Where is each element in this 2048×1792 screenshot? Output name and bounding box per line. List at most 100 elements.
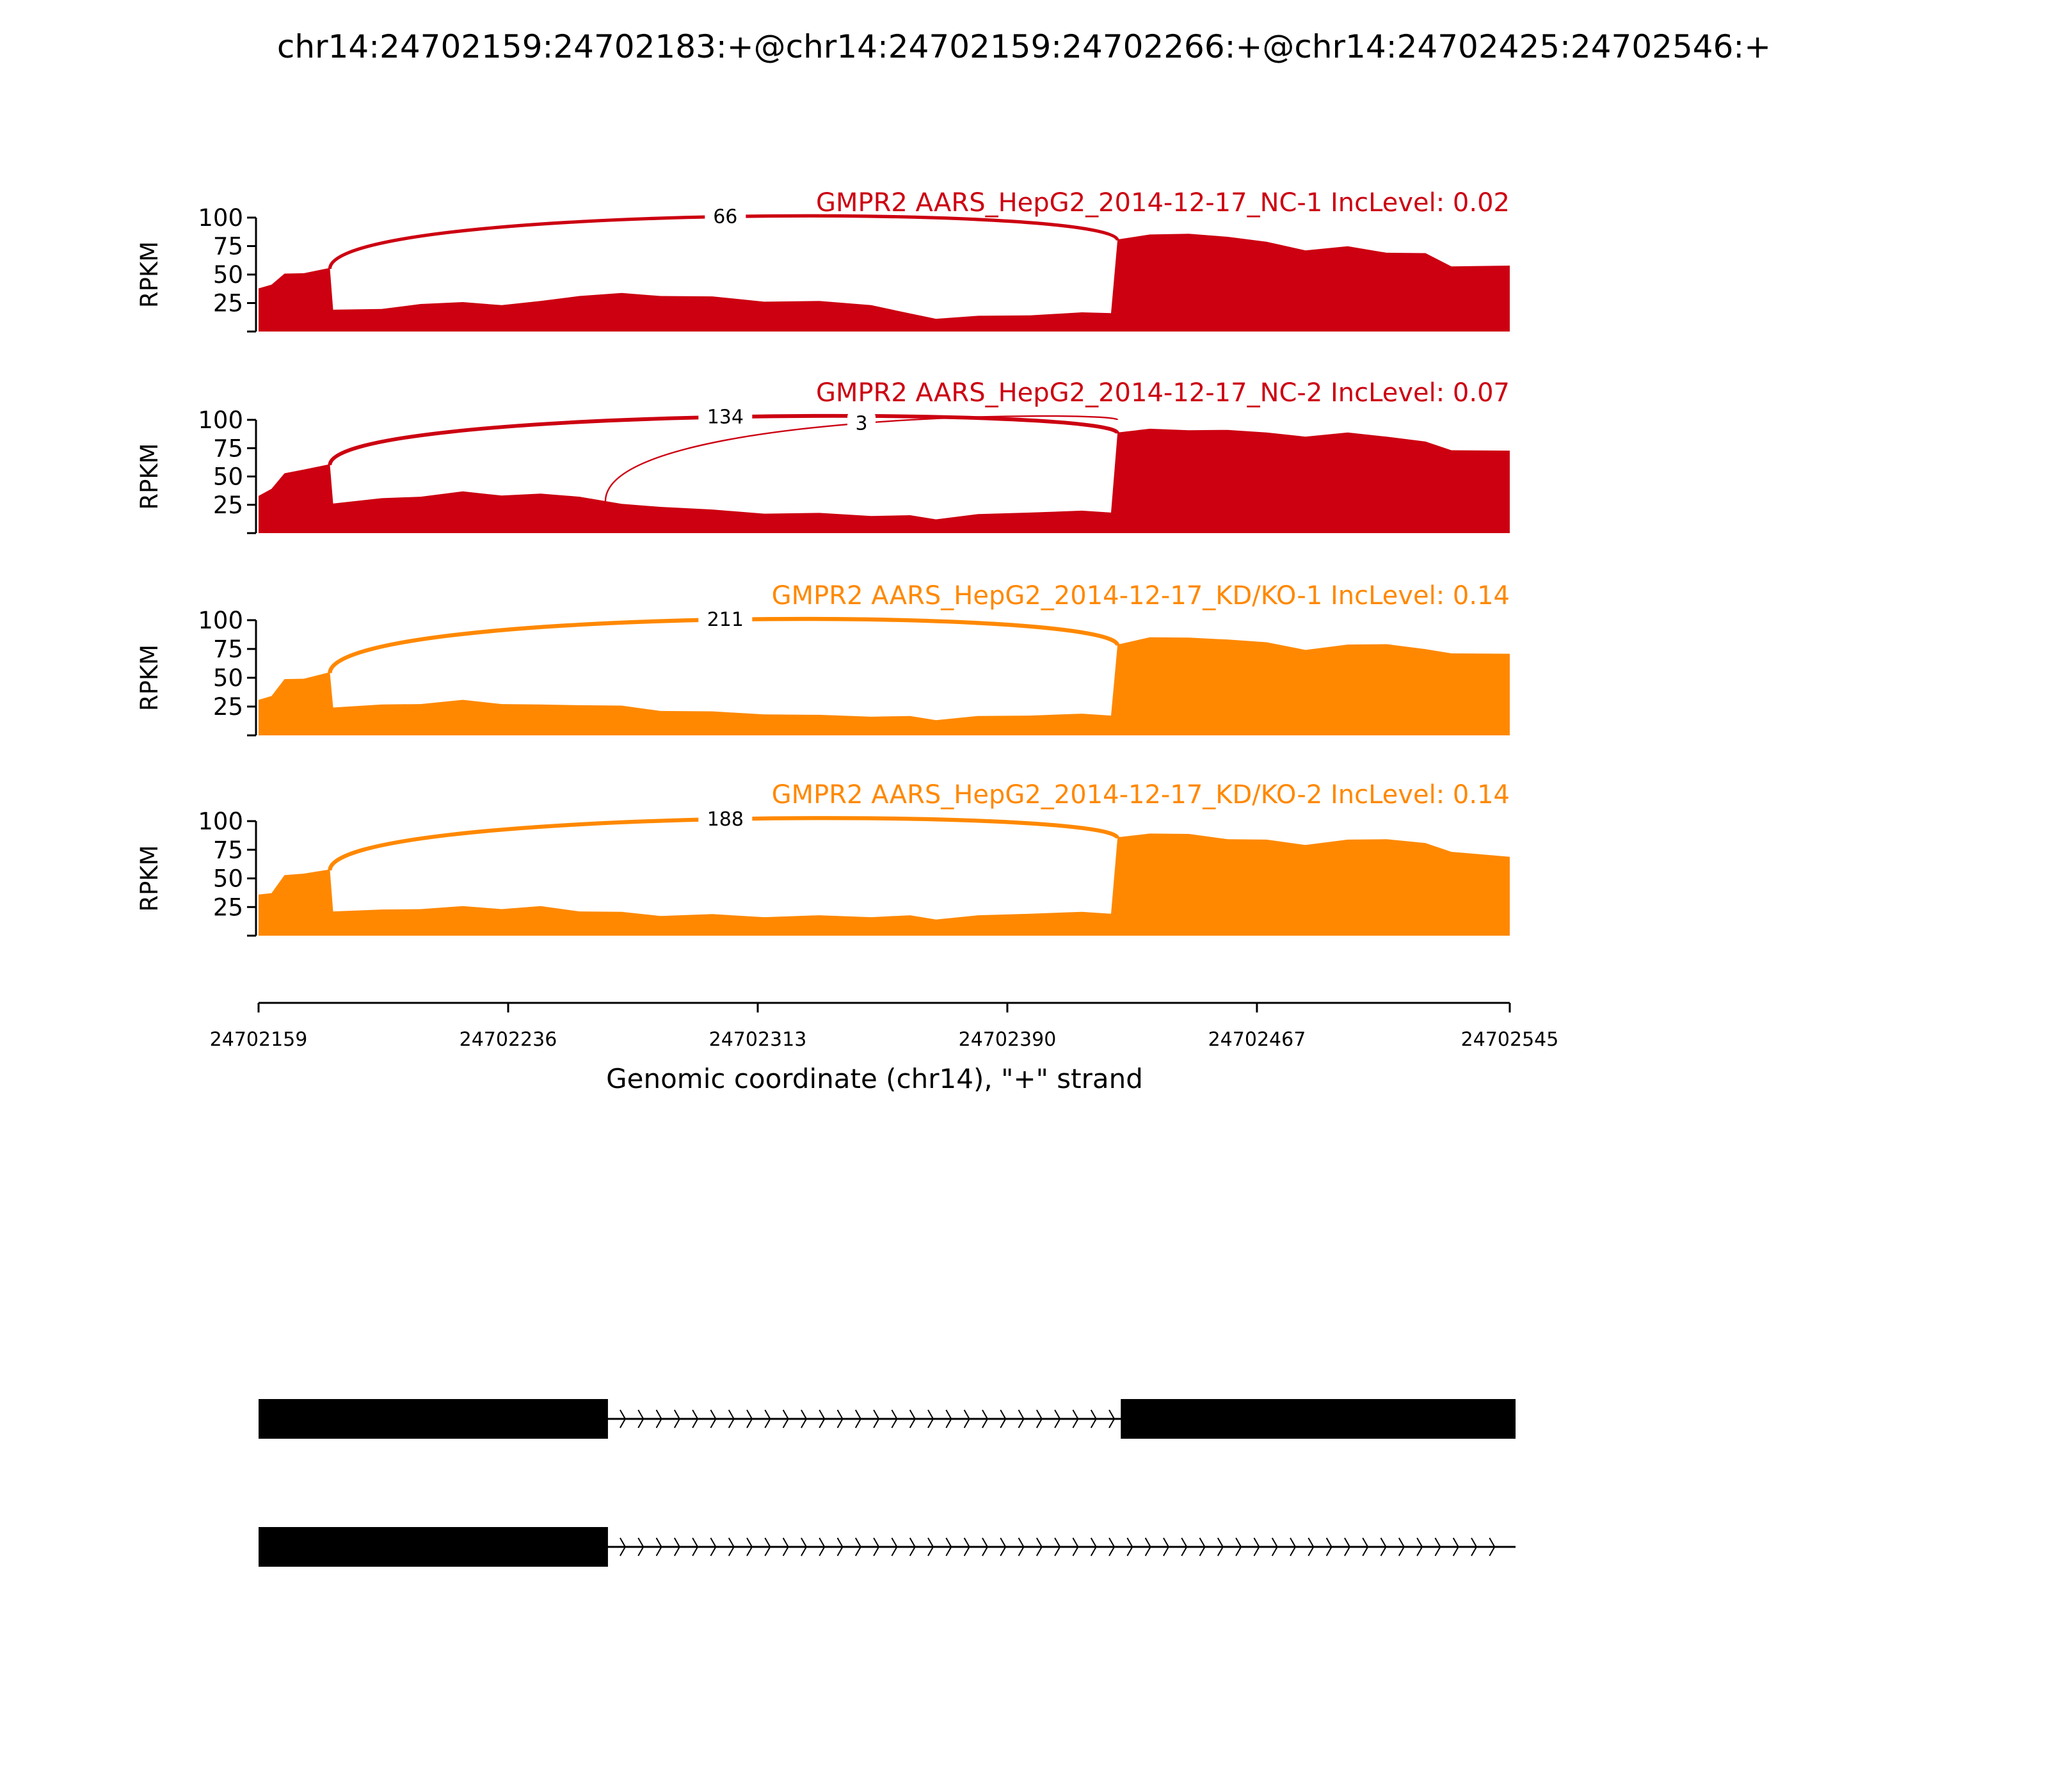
junction-label-box xyxy=(698,405,753,428)
strand-arrow-icon xyxy=(637,1409,644,1428)
strand-arrow-icon xyxy=(963,1409,970,1428)
strand-arrow-icon xyxy=(1036,1409,1043,1428)
coverage-area xyxy=(259,428,1510,533)
y-tick-label: 50 xyxy=(213,261,243,289)
strand-arrow-icon xyxy=(1108,1409,1116,1428)
y-tick-label: 75 xyxy=(213,435,243,462)
y-tick-label: 25 xyxy=(213,893,243,921)
x-tick-label: 24702545 xyxy=(1461,1028,1559,1051)
strand-arrow-icon xyxy=(945,1409,952,1428)
x-tick-label: 24702159 xyxy=(210,1028,308,1051)
strand-arrow-icon xyxy=(673,1409,680,1428)
strand-arrow-icon xyxy=(873,1537,880,1556)
strand-arrow-icon xyxy=(1126,1537,1133,1556)
strand-arrow-icon xyxy=(1434,1537,1441,1556)
y-tick-label: 50 xyxy=(213,865,243,893)
strand-arrow-icon xyxy=(620,1409,627,1428)
x-tick-label: 24702236 xyxy=(460,1028,557,1051)
strand-arrow-icon xyxy=(801,1409,808,1428)
figure-title: chr14:24702159:24702183:+@chr14:24702159… xyxy=(276,28,1772,65)
strand-arrow-icon xyxy=(692,1409,699,1428)
strand-arrow-icon xyxy=(1325,1537,1332,1556)
y-tick-label: 100 xyxy=(198,406,243,434)
strand-arrow-icon xyxy=(1452,1537,1459,1556)
y-tick-label: 100 xyxy=(198,607,243,634)
y-axis-label: RPKM xyxy=(136,241,163,308)
junction-count-label: 188 xyxy=(707,808,744,831)
y-tick-label: 75 xyxy=(213,836,243,864)
strand-arrow-icon xyxy=(891,1409,898,1428)
strand-arrow-icon xyxy=(982,1537,989,1556)
y-tick-label: 25 xyxy=(213,492,243,519)
strand-arrow-icon xyxy=(1018,1409,1025,1428)
strand-arrow-icon xyxy=(1308,1537,1315,1556)
strand-arrow-icon xyxy=(854,1409,861,1428)
x-tick-label: 24702467 xyxy=(1208,1028,1306,1051)
strand-arrow-icon xyxy=(692,1537,699,1556)
strand-arrow-icon xyxy=(836,1409,844,1428)
strand-arrow-icon xyxy=(1108,1537,1116,1556)
strand-arrow-icon xyxy=(819,1409,826,1428)
strand-arrow-icon xyxy=(728,1537,735,1556)
strand-arrow-icon xyxy=(637,1537,644,1556)
strand-arrow-icon xyxy=(1362,1537,1369,1556)
strand-arrow-icon xyxy=(945,1537,952,1556)
strand-arrow-icon xyxy=(1000,1409,1007,1428)
panel-title: GMPR2 AARS_HepG2_2014-12-17_KD/KO-2 IncL… xyxy=(772,780,1510,810)
exon-block xyxy=(259,1399,608,1439)
strand-arrow-icon xyxy=(801,1537,808,1556)
strand-arrow-icon xyxy=(1090,1409,1097,1428)
strand-arrow-icon xyxy=(927,1409,934,1428)
strand-arrow-icon xyxy=(620,1537,627,1556)
y-tick-label: 75 xyxy=(213,636,243,663)
y-tick-label: 50 xyxy=(213,664,243,692)
strand-arrow-icon xyxy=(1217,1537,1224,1556)
strand-arrow-icon xyxy=(746,1537,753,1556)
strand-arrow-icon xyxy=(819,1537,826,1556)
strand-arrow-icon xyxy=(1253,1537,1260,1556)
junction-label-box xyxy=(847,412,876,434)
strand-arrow-icon xyxy=(1163,1537,1170,1556)
strand-arrow-icon xyxy=(854,1537,861,1556)
strand-arrow-icon xyxy=(836,1537,844,1556)
strand-arrow-icon xyxy=(1235,1537,1242,1556)
strand-arrow-icon xyxy=(1199,1537,1206,1556)
strand-arrow-icon xyxy=(1290,1537,1297,1556)
y-tick-label: 25 xyxy=(213,290,243,317)
junction-label-box xyxy=(705,205,746,227)
strand-arrow-icon xyxy=(710,1409,717,1428)
strand-arrow-icon xyxy=(1489,1537,1496,1556)
panel-title: GMPR2 AARS_HepG2_2014-12-17_NC-2 IncLeve… xyxy=(816,378,1510,408)
strand-arrow-icon xyxy=(782,1537,789,1556)
transcript-1 xyxy=(259,1399,1516,1439)
panel-title: GMPR2 AARS_HepG2_2014-12-17_NC-1 IncLeve… xyxy=(816,188,1510,218)
y-axis-label: RPKM xyxy=(136,443,163,509)
y-tick-label: 50 xyxy=(213,463,243,491)
strand-arrow-icon xyxy=(710,1537,717,1556)
junction-count-label: 211 xyxy=(707,609,744,631)
strand-arrow-icon xyxy=(1344,1537,1351,1556)
coverage-area xyxy=(259,637,1510,735)
strand-arrow-icon xyxy=(1000,1537,1007,1556)
junction-count-label: 134 xyxy=(707,406,744,429)
strand-arrow-icon xyxy=(673,1537,680,1556)
strand-arrow-icon xyxy=(1072,1537,1079,1556)
coverage-area xyxy=(259,234,1510,332)
x-axis: 24702159 24702236 24702313 24702390 24702467… xyxy=(210,1002,1559,1094)
strand-arrow-icon xyxy=(1054,1409,1061,1428)
strand-arrow-icon xyxy=(1271,1537,1278,1556)
y-tick-label: 75 xyxy=(213,233,243,260)
strand-arrow-icon xyxy=(782,1409,789,1428)
junction-label-box xyxy=(698,807,753,829)
strand-arrow-icon xyxy=(1471,1537,1478,1556)
strand-arrow-icon xyxy=(764,1409,771,1428)
exon-block xyxy=(259,1527,608,1567)
strand-arrow-icon xyxy=(746,1409,753,1428)
strand-arrow-icon xyxy=(927,1537,934,1556)
transcript-2 xyxy=(259,1527,1516,1567)
